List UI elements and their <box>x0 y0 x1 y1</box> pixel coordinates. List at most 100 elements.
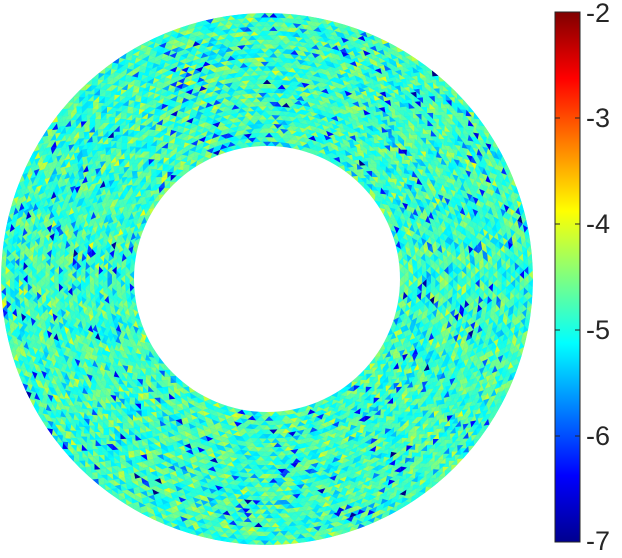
mesh-cell <box>139 335 146 344</box>
mesh-cell <box>262 412 272 417</box>
mesh-cell <box>300 405 309 411</box>
mesh-cell <box>310 145 319 152</box>
mesh-cell <box>391 178 398 186</box>
mesh-cell <box>120 241 126 250</box>
mesh-cell <box>131 295 137 304</box>
mesh-cell <box>279 432 288 438</box>
mesh-cell <box>115 324 122 333</box>
mesh-cell <box>150 176 157 183</box>
mesh-cell <box>220 433 229 439</box>
mesh-cell <box>400 230 406 238</box>
mesh-cell <box>366 177 373 185</box>
mesh-cell <box>397 189 404 197</box>
mesh-cell <box>213 127 222 134</box>
mesh-cell <box>258 425 267 430</box>
mesh-cell <box>325 399 334 406</box>
mesh-cell <box>269 137 278 142</box>
mesh-cell <box>239 414 248 420</box>
mesh-cell <box>277 442 286 447</box>
mesh-cell <box>131 249 137 258</box>
mesh-cell <box>403 287 409 297</box>
mesh-cell <box>125 266 130 275</box>
mesh-cell <box>399 241 405 250</box>
mesh-cell <box>140 197 147 206</box>
mesh-cell <box>341 146 349 153</box>
mesh-cell <box>150 183 157 190</box>
mesh-cell <box>373 391 380 398</box>
mesh-cell <box>359 159 366 166</box>
mesh-cell <box>118 299 124 309</box>
mesh-cell <box>401 299 407 309</box>
mesh-cell <box>245 437 255 443</box>
mesh-cell <box>126 210 133 218</box>
mesh-cell <box>372 190 379 197</box>
mesh-cell <box>125 283 130 292</box>
mesh-cell <box>406 228 412 237</box>
mesh-cell <box>247 415 257 421</box>
mesh-cell <box>173 143 181 150</box>
mesh-cell <box>282 442 291 447</box>
mesh-cell <box>206 419 215 425</box>
mesh-cell <box>186 156 194 163</box>
mesh-cell <box>287 431 297 437</box>
mesh-cell <box>399 287 404 296</box>
mesh-cell <box>382 353 388 361</box>
mesh-cell <box>352 397 359 404</box>
mesh-cell <box>120 236 126 245</box>
mesh-cell <box>150 374 157 381</box>
mesh-cell <box>139 181 147 189</box>
mesh-cell <box>115 313 121 322</box>
mesh-cell <box>245 424 255 430</box>
mesh-cell <box>170 174 177 182</box>
mesh-cell <box>103 287 109 296</box>
mesh-cell <box>386 205 393 213</box>
mesh-cell <box>421 232 427 241</box>
mesh-cell <box>307 423 316 429</box>
mesh-cell <box>112 261 117 271</box>
mesh-cell <box>153 187 160 195</box>
mesh-cell <box>277 428 286 434</box>
mesh-cell <box>408 361 414 369</box>
mesh-cell <box>142 385 149 392</box>
mesh-cell <box>237 129 246 135</box>
mesh-cell <box>396 365 403 373</box>
mesh-cell <box>421 266 427 275</box>
mesh-cell <box>108 258 114 267</box>
mesh-cell <box>273 416 283 421</box>
mesh-cell <box>162 393 170 400</box>
mesh-cell <box>214 408 223 414</box>
mesh-cell <box>386 210 393 219</box>
mesh-cell <box>400 320 406 328</box>
mesh-cell <box>191 397 199 404</box>
mesh-cell <box>380 363 387 371</box>
mesh-cell <box>411 296 417 305</box>
mesh-cell <box>120 220 126 229</box>
mesh-cell <box>229 429 238 435</box>
mesh-cell <box>375 370 382 377</box>
mesh-cell <box>169 153 177 160</box>
mesh-cell <box>402 196 408 205</box>
mesh-cell <box>335 402 343 409</box>
mesh-cell <box>115 336 122 344</box>
mesh-cell <box>419 332 425 341</box>
mesh-cell <box>364 188 371 195</box>
mesh-cell <box>390 218 397 226</box>
mesh-cell <box>397 195 404 203</box>
mesh-cell <box>235 126 244 132</box>
mesh-cell <box>347 166 355 173</box>
mesh-cell <box>116 287 122 297</box>
mesh-cell <box>393 376 400 384</box>
mesh-cell <box>198 401 207 408</box>
mesh-cell <box>176 146 184 153</box>
mesh-cell <box>228 435 238 441</box>
mesh-cell <box>403 208 409 217</box>
mesh-cell <box>390 320 397 328</box>
mesh-cell <box>281 134 290 139</box>
mesh-cell <box>344 149 353 156</box>
mesh-cell <box>329 402 337 409</box>
mesh-cell <box>104 295 110 304</box>
mesh-cell <box>103 257 109 267</box>
mesh-cell <box>391 372 398 380</box>
mesh-cell <box>421 261 427 271</box>
mesh-cell <box>311 139 320 146</box>
